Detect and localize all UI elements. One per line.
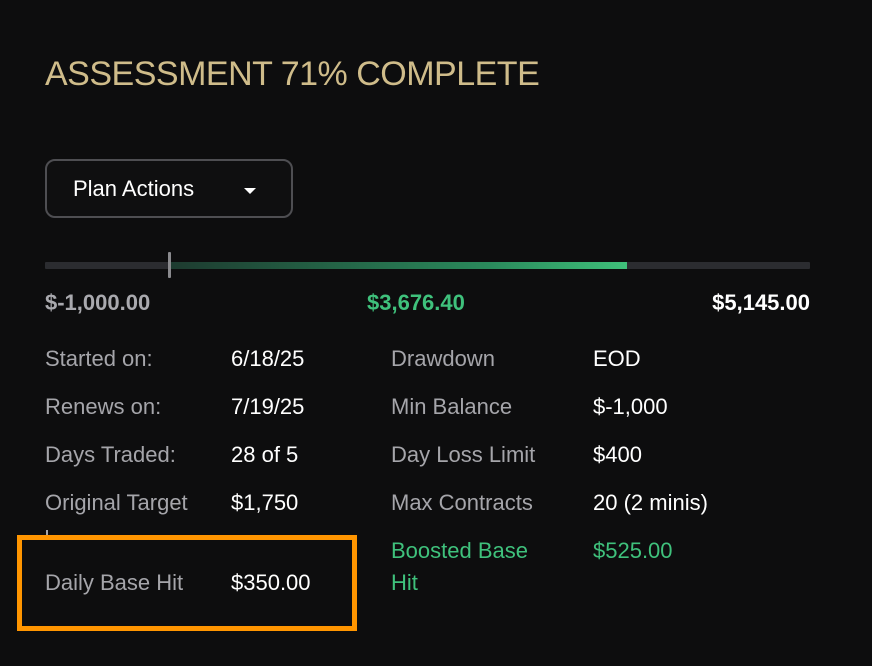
days-traded-value: 28 of 5 [231,442,299,467]
boosted-base-hit-value: $525.00 [593,538,673,563]
drawdown-value: EOD [593,346,641,371]
daily-base-hit-label: Daily Base Hit [45,570,184,595]
boosted-base-hit-label: Boosted Base [391,538,528,563]
original-target-value: $1,750 [231,490,299,515]
progress-track [45,252,810,278]
page-title: ASSESSMENT 71% COMPLETE [45,55,540,93]
progress-min-label: $-1,000.00 [45,290,151,315]
original-target-label: Original Target [45,490,188,515]
text-cursor [46,530,48,539]
plan-actions-label: Plan Actions [73,175,195,201]
max-contracts-label: Max Contracts [391,490,533,515]
day-loss-limit-label: Day Loss Limit [391,442,536,467]
daily-base-hit-value: $350.00 [231,570,311,595]
drawdown-label: Drawdown [391,346,495,371]
plan-actions-dropdown[interactable]: Plan Actions [45,159,293,218]
min-balance-value: $-1,000 [593,394,668,419]
min-balance-label: Min Balance [391,394,513,419]
daily-base-hit-highlight [17,535,357,631]
progress-fill [169,262,628,269]
renews-on-label: Renews on: [45,394,162,419]
progress-max-label: $5,145.00 [712,290,810,315]
started-on-value: 6/18/25 [231,346,305,371]
progress-start-marker [167,252,171,278]
started-on-label: Started on: [45,346,153,371]
renews-on-value: 7/19/25 [231,394,305,419]
boosted-base-hit-label-line2: Hit [391,570,418,595]
max-contracts-value: 20 (2 minis) [593,490,708,515]
progress-current-label: $3,676.40 [367,290,465,315]
day-loss-limit-value: $400 [593,442,642,467]
days-traded-label: Days Traded: [45,442,176,467]
caret-down-icon [244,188,256,194]
